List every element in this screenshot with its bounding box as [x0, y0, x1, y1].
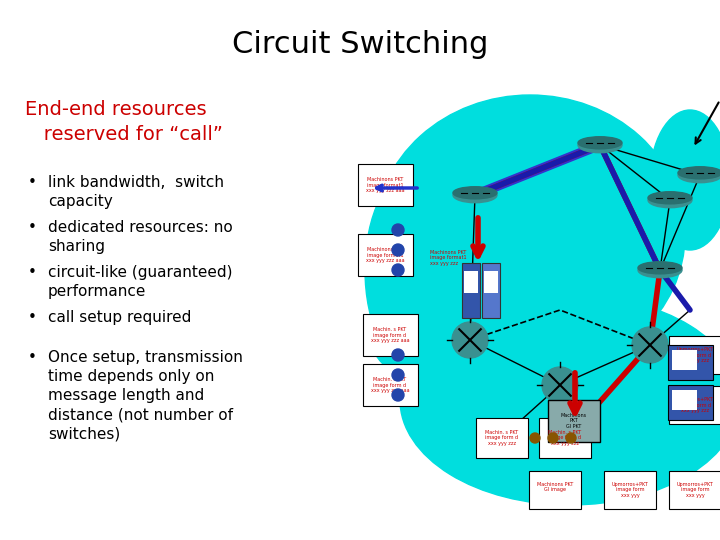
FancyBboxPatch shape: [672, 350, 697, 370]
Ellipse shape: [648, 192, 692, 204]
FancyBboxPatch shape: [362, 364, 418, 406]
Text: •: •: [28, 265, 37, 280]
Text: Upmorros+PKT
image form
xxx yyy: Upmorros+PKT image form xxx yyy: [677, 482, 714, 498]
FancyBboxPatch shape: [539, 418, 591, 458]
Text: Machin. s PKT
image form d
xxx yyy zzz aaa: Machin. s PKT image form d xxx yyy zzz a…: [371, 327, 409, 343]
Text: Machin. s PKT
image form d
xxx yyy zzz: Machin. s PKT image form d xxx yyy zzz: [549, 430, 582, 446]
Text: dedicated resources: no
sharing: dedicated resources: no sharing: [48, 220, 233, 254]
Text: Machin. s PKT
image form d
xxx yyy zzz: Machin. s PKT image form d xxx yyy zzz: [485, 430, 518, 446]
Ellipse shape: [638, 262, 682, 278]
Circle shape: [392, 349, 404, 361]
Text: •: •: [28, 310, 37, 325]
Ellipse shape: [648, 192, 692, 208]
Circle shape: [542, 367, 578, 403]
Text: Upmorros+PKT
image form d
xxx yyy zzz: Upmorros+PKT image form d xxx yyy zzz: [677, 397, 714, 413]
FancyBboxPatch shape: [668, 345, 713, 380]
FancyBboxPatch shape: [669, 336, 720, 374]
Ellipse shape: [678, 167, 720, 179]
Text: Upmorros+PKT
image form d
xxx yyy zzz: Upmorros+PKT image form d xxx yyy zzz: [677, 347, 714, 363]
Ellipse shape: [370, 285, 510, 385]
FancyBboxPatch shape: [604, 471, 656, 509]
Ellipse shape: [400, 295, 720, 505]
Text: call setup required: call setup required: [48, 310, 192, 325]
Text: •: •: [28, 350, 37, 365]
Ellipse shape: [650, 110, 720, 250]
Ellipse shape: [365, 170, 465, 370]
Circle shape: [392, 264, 404, 276]
Text: link bandwidth,  switch
capacity: link bandwidth, switch capacity: [48, 175, 224, 209]
FancyBboxPatch shape: [669, 386, 720, 424]
Text: Machinons PKT
image format1
xxx yyy zzz aaa: Machinons PKT image format1 xxx yyy zzz …: [366, 247, 405, 263]
Ellipse shape: [453, 187, 497, 202]
Ellipse shape: [638, 262, 682, 274]
FancyBboxPatch shape: [668, 385, 713, 420]
FancyBboxPatch shape: [362, 314, 418, 356]
Text: Machin. s PKT
image form d
xxx yyy zzz aaa: Machin. s PKT image form d xxx yyy zzz a…: [371, 377, 409, 393]
FancyBboxPatch shape: [529, 471, 581, 509]
Circle shape: [392, 369, 404, 381]
Text: •: •: [28, 175, 37, 190]
Text: Circuit Switching: Circuit Switching: [232, 30, 488, 59]
FancyBboxPatch shape: [358, 234, 413, 276]
Circle shape: [566, 433, 576, 443]
Circle shape: [392, 224, 404, 236]
Text: Once setup, transmission
time depends only on
message length and
distance (not n: Once setup, transmission time depends on…: [48, 350, 243, 442]
FancyBboxPatch shape: [672, 390, 697, 410]
FancyBboxPatch shape: [484, 271, 498, 293]
Ellipse shape: [578, 137, 622, 153]
Circle shape: [530, 433, 540, 443]
Circle shape: [632, 327, 668, 363]
FancyBboxPatch shape: [476, 418, 528, 458]
Text: •: •: [28, 220, 37, 235]
Text: circuit-like (guaranteed)
performance: circuit-like (guaranteed) performance: [48, 265, 233, 299]
Ellipse shape: [453, 187, 497, 199]
Ellipse shape: [678, 167, 720, 183]
FancyBboxPatch shape: [669, 471, 720, 509]
FancyBboxPatch shape: [482, 262, 500, 318]
Ellipse shape: [578, 137, 622, 149]
Circle shape: [392, 389, 404, 401]
Text: End-end resources
   reserved for “call”: End-end resources reserved for “call”: [25, 100, 223, 144]
Text: Machinons PKT
image format1
xxx yyy zzz aaa: Machinons PKT image format1 xxx yyy zzz …: [366, 177, 405, 193]
Circle shape: [548, 433, 558, 443]
Text: Machinons
PKT
Gl PKT: Machinons PKT Gl PKT: [561, 413, 587, 429]
FancyBboxPatch shape: [464, 271, 478, 293]
Text: Machinons PKT
Gl image: Machinons PKT Gl image: [537, 482, 573, 498]
Text: Upmorros+PKT
image form
xxx yyy: Upmorros+PKT image form xxx yyy: [611, 482, 649, 498]
FancyBboxPatch shape: [358, 164, 413, 206]
Ellipse shape: [375, 95, 685, 375]
FancyBboxPatch shape: [462, 262, 480, 318]
Circle shape: [392, 244, 404, 256]
Text: Machinons PKT
image format1
xxx yyy zzz: Machinons PKT image format1 xxx yyy zzz: [430, 249, 467, 266]
Circle shape: [452, 322, 488, 358]
FancyBboxPatch shape: [548, 400, 600, 442]
